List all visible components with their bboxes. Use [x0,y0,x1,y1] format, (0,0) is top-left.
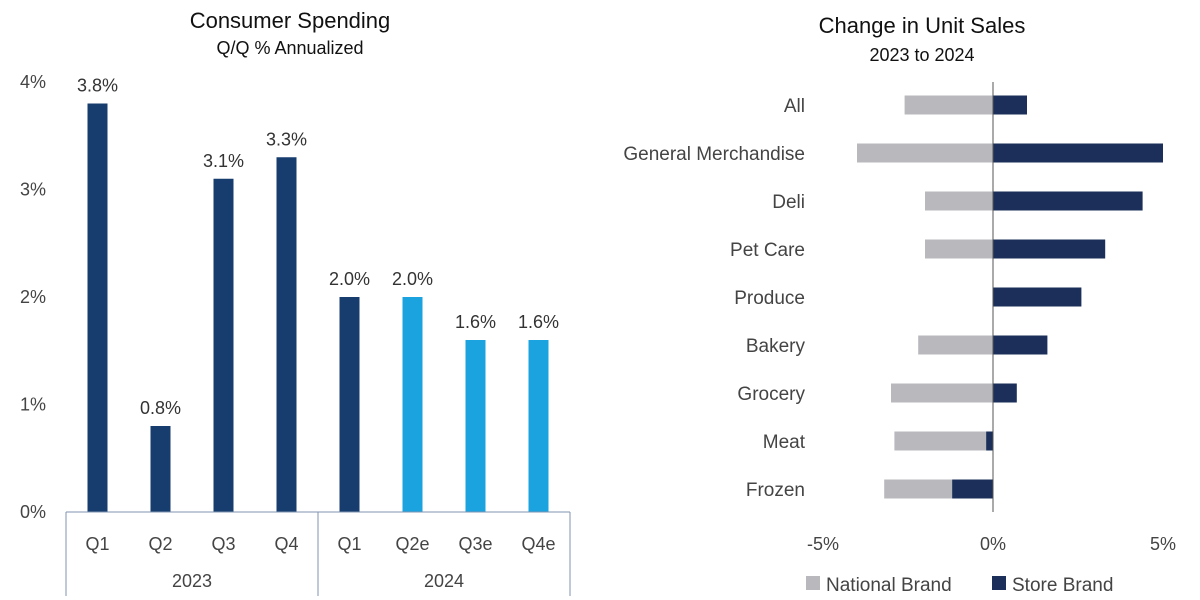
bar-value-label: 3.1% [203,151,244,171]
legend-label-national: National Brand [826,575,952,596]
store-brand-bar [993,383,1017,403]
bar-value-label: 1.6% [518,312,559,332]
right-category-labels: All General Merchandise Deli Pet Care Produc… [623,96,805,501]
left-y-axis: 0% 1% 2% 3% 4% [20,72,46,522]
x-tick-label: Q4 [274,534,298,554]
left-chart-title: Consumer Spending [190,8,391,33]
x-tick-label: Q1 [337,534,361,554]
bar [339,297,360,512]
category-label: Deli [772,192,805,213]
consumer-spending-chart: Consumer Spending Q/Q % Annualized 0% 1% 2… [20,8,571,596]
store-brand-bar [986,431,993,451]
bar [87,103,108,512]
bar [213,178,234,512]
category-label: Grocery [737,384,805,405]
national-brand-bar [904,95,993,115]
right-x-axis: -5% 0% 5% [807,534,1176,554]
right-chart-title: Change in Unit Sales [819,13,1026,38]
x-tick-label: Q4e [521,534,555,554]
y-tick-label: 2% [20,287,46,307]
bar-value-label: 2.0% [392,269,433,289]
y-tick-label: 1% [20,395,46,415]
bar [402,297,423,512]
store-brand-bar [993,191,1143,211]
category-label: General Merchandise [623,144,805,165]
legend: National Brand Store Brand [806,575,1113,596]
y-tick-label: 0% [20,502,46,522]
right-chart-subtitle: 2023 to 2024 [869,45,974,65]
x-tick-label: Q1 [85,534,109,554]
store-brand-bar [993,335,1048,355]
group-label: 2023 [172,571,212,591]
x-tick-label: 0% [980,534,1006,554]
x-tick-label: 5% [1150,534,1176,554]
store-brand-bar [993,95,1027,115]
left-chart-subtitle: Q/Q % Annualized [216,38,363,58]
national-brand-bar [925,239,993,259]
category-label: Pet Care [730,240,805,261]
national-brand-bar [894,431,993,451]
bar [276,157,297,512]
bar [528,340,549,512]
category-label: All [784,96,805,117]
unit-sales-chart: Change in Unit Sales 2023 to 2024 All Gen… [623,13,1176,596]
bar [150,426,171,512]
category-label: Meat [763,432,806,453]
x-tick-label: Q2 [148,534,172,554]
x-tick-label: Q2e [395,534,429,554]
x-tick-label: Q3e [458,534,492,554]
national-brand-bar [857,143,993,163]
bar [465,340,486,512]
category-label: Bakery [746,336,806,357]
store-brand-bar [993,239,1106,259]
bar-value-label: 3.8% [77,76,118,96]
national-brand-bar [925,191,993,211]
group-label: 2024 [424,571,464,591]
store-brand-bar [993,143,1163,163]
left-x-axis: Q1 Q2 Q3 Q4 Q1 Q2e Q3e Q4e 2023 2024 [65,511,571,596]
y-tick-label: 4% [20,72,46,92]
category-label: Frozen [746,480,805,501]
bar-value-label: 2.0% [329,269,370,289]
national-brand-bar [891,383,993,403]
y-tick-label: 3% [20,180,46,200]
category-label: Produce [734,288,805,309]
x-tick-label: -5% [807,534,839,554]
store-brand-bar [952,479,993,499]
bar-value-label: 3.3% [266,129,307,149]
bar-value-label: 0.8% [140,398,181,418]
legend-label-store: Store Brand [1012,575,1113,596]
bar-value-label: 1.6% [455,312,496,332]
legend-swatch-national [806,576,820,590]
x-tick-label: Q3 [211,534,235,554]
right-bars [857,82,1163,512]
store-brand-bar [993,287,1082,307]
left-bars: 3.8% 0.8% 3.1% 3.3% 2.0% 2.0% 1.6% 1.6% [77,76,559,512]
legend-swatch-store [992,576,1006,590]
national-brand-bar [918,335,993,355]
